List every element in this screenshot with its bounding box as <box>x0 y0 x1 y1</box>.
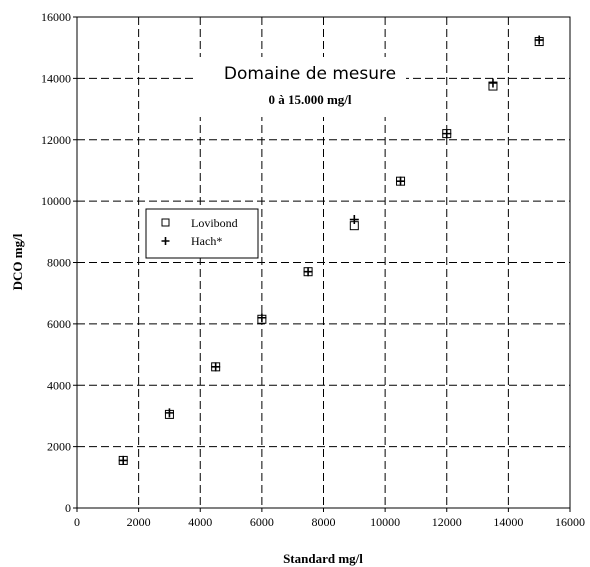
point-hach <box>211 362 221 372</box>
point-hach <box>257 313 267 323</box>
x-axis-label: Standard mg/l <box>283 551 363 566</box>
point-hach <box>488 78 498 88</box>
point-hach <box>303 267 313 277</box>
y-tick-label: 2000 <box>47 440 71 454</box>
x-tick-label: 0 <box>74 515 80 529</box>
x-axis-ticks: 0 2000 4000 6000 8000 10000 12000 14000 16000 <box>74 508 585 529</box>
y-tick-label: 14000 <box>41 71 71 85</box>
y-tick-label: 12000 <box>41 133 71 147</box>
x-tick-label: 2000 <box>127 515 151 529</box>
x-tick-label: 12000 <box>432 515 462 529</box>
legend: Lovibond Hach* <box>145 208 259 259</box>
annotation-box: Domaine de mesure 0 à 15.000 mg/l <box>196 57 406 117</box>
x-tick-label: 10000 <box>370 515 400 529</box>
grid-lines <box>77 17 570 508</box>
annotation-subtitle: 0 à 15.000 mg/l <box>268 92 351 107</box>
legend-marker-plus <box>161 237 170 245</box>
x-tick-label: 14000 <box>493 515 523 529</box>
annotation-title: Domaine de mesure <box>224 64 396 84</box>
point-hach <box>396 176 406 186</box>
x-tick-label: 16000 <box>555 515 585 529</box>
x-tick-label: 6000 <box>250 515 274 529</box>
y-tick-label: 10000 <box>41 194 71 208</box>
point-hach <box>164 408 174 418</box>
legend-box <box>145 208 259 259</box>
x-tick-label: 8000 <box>312 515 336 529</box>
point-hach <box>118 455 128 465</box>
y-tick-label: 16000 <box>41 10 71 24</box>
x-tick-label: 4000 <box>188 515 212 529</box>
annotation-background <box>196 57 406 117</box>
legend-label-lovibond: Lovibond <box>191 216 238 230</box>
y-tick-label: 8000 <box>47 256 71 270</box>
y-axis-ticks: 0 2000 4000 6000 8000 10000 12000 14000 16000 <box>41 10 77 515</box>
point-hach <box>442 129 452 139</box>
y-tick-label: 4000 <box>47 378 71 392</box>
point-hach <box>349 215 359 225</box>
y-tick-label: 6000 <box>47 317 71 331</box>
series-hach <box>118 35 544 465</box>
legend-marker-square <box>161 218 170 227</box>
y-axis-label: DCO mg/l <box>10 233 25 290</box>
y-tick-label: 0 <box>65 501 71 515</box>
legend-label-hach: Hach* <box>191 234 222 248</box>
point-hach <box>534 35 544 45</box>
